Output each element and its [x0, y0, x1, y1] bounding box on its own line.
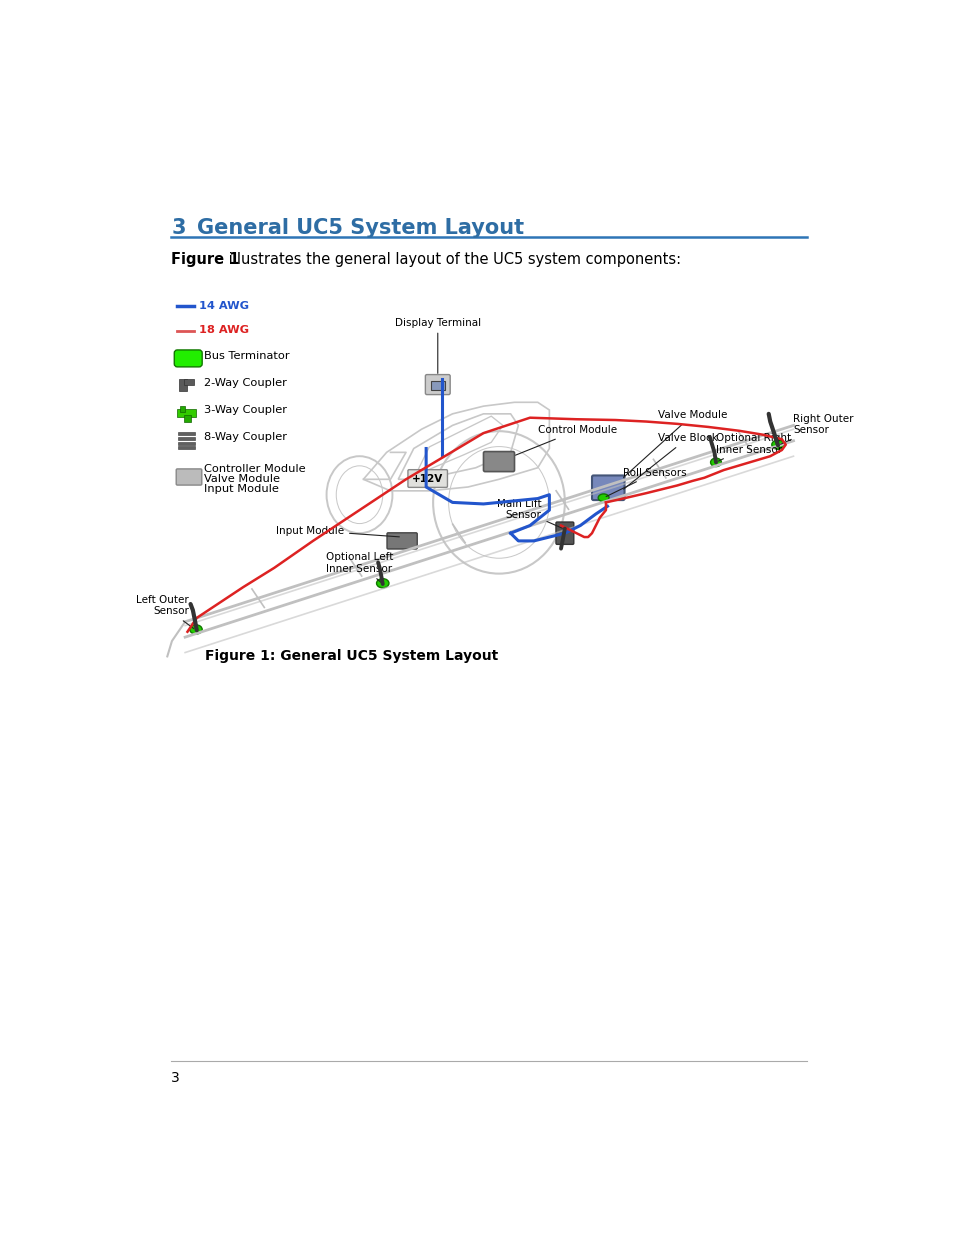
- Text: Display Terminal: Display Terminal: [395, 317, 480, 373]
- Text: Main Lift
Sensor: Main Lift Sensor: [497, 499, 561, 529]
- FancyBboxPatch shape: [425, 374, 450, 395]
- Text: Figure 1: Figure 1: [171, 252, 239, 267]
- Text: Controller Module: Controller Module: [204, 464, 305, 474]
- Text: Valve Block: Valve Block: [623, 433, 717, 489]
- Text: 2-Way Coupler: 2-Way Coupler: [204, 378, 286, 388]
- Text: Control Module: Control Module: [515, 425, 617, 456]
- FancyBboxPatch shape: [176, 469, 202, 485]
- Text: Valve Module: Valve Module: [204, 474, 279, 484]
- Text: 18 AWG: 18 AWG: [199, 325, 249, 335]
- Text: 3: 3: [171, 1071, 180, 1084]
- FancyBboxPatch shape: [174, 350, 202, 367]
- Text: 14 AWG: 14 AWG: [199, 300, 249, 311]
- Bar: [178, 437, 195, 440]
- FancyBboxPatch shape: [483, 452, 514, 472]
- FancyBboxPatch shape: [408, 469, 447, 488]
- Text: Roll Sensors: Roll Sensors: [605, 468, 686, 496]
- Ellipse shape: [598, 494, 608, 501]
- FancyBboxPatch shape: [387, 532, 416, 550]
- Bar: [177, 409, 195, 417]
- Text: 3-Way Coupler: 3-Way Coupler: [204, 405, 287, 415]
- Bar: [431, 380, 444, 390]
- Bar: [178, 432, 195, 436]
- Text: Optional Right
Inner Sensor: Optional Right Inner Sensor: [716, 433, 790, 461]
- Text: General UC5 System Layout: General UC5 System Layout: [196, 217, 523, 237]
- Text: Input Module: Input Module: [275, 526, 399, 537]
- FancyBboxPatch shape: [592, 475, 624, 500]
- Ellipse shape: [376, 579, 389, 588]
- Text: Bus Terminator: Bus Terminator: [204, 352, 289, 362]
- Text: +12V: +12V: [412, 473, 443, 484]
- Text: Valve Module: Valve Module: [623, 410, 726, 478]
- Ellipse shape: [771, 440, 783, 450]
- Bar: [178, 446, 195, 450]
- Text: Right Outer
Sensor: Right Outer Sensor: [780, 414, 853, 445]
- FancyBboxPatch shape: [556, 522, 573, 545]
- Bar: [183, 379, 194, 385]
- Bar: [183, 415, 192, 421]
- Text: Left Outer
Sensor: Left Outer Sensor: [136, 595, 193, 629]
- Text: 3: 3: [171, 217, 186, 237]
- Ellipse shape: [190, 625, 202, 634]
- Text: Input Module: Input Module: [204, 484, 278, 494]
- Text: illustrates the general layout of the UC5 system components:: illustrates the general layout of the UC…: [224, 252, 680, 267]
- Ellipse shape: [710, 458, 720, 467]
- Text: Optional Left
Inner Sensor: Optional Left Inner Sensor: [326, 552, 393, 582]
- Bar: [178, 442, 195, 445]
- Text: 8-Way Coupler: 8-Way Coupler: [204, 431, 287, 442]
- Bar: [180, 406, 185, 412]
- Text: Figure 1: General UC5 System Layout: Figure 1: General UC5 System Layout: [205, 648, 497, 663]
- Bar: [179, 379, 187, 390]
